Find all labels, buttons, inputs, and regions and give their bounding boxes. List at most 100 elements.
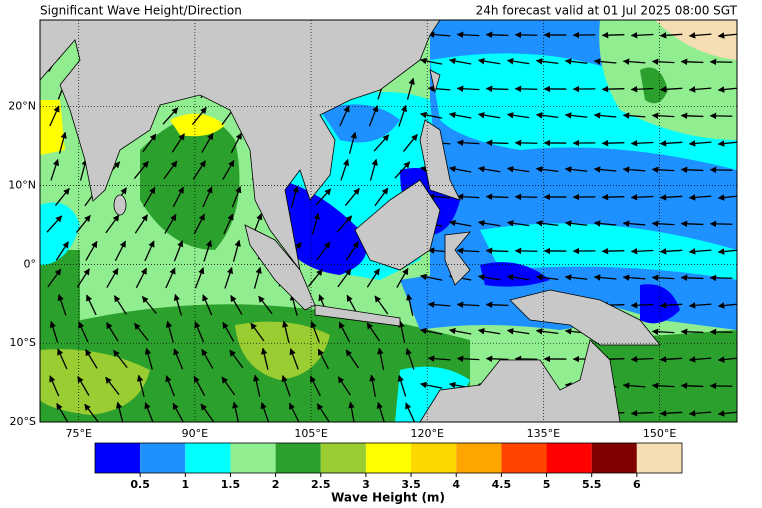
direction-arrow [134,322,149,342]
direction-arrow [194,267,205,289]
direction-arrow [622,382,646,389]
direction-arrow [394,161,411,179]
direction-arrow [397,374,407,397]
direction-arrow [250,322,265,342]
direction-arrow [688,248,712,255]
direction-arrow [144,240,155,262]
direction-arrow [135,267,147,289]
direction-arrow [57,348,68,370]
direction-arrow [659,302,683,309]
direction-arrow [659,248,683,255]
direction-arrow [307,268,323,287]
direction-arrow [136,374,145,397]
direction-arrow [535,112,559,119]
direction-arrow [75,214,91,233]
direction-arrow [224,266,234,289]
direction-arrow [340,158,350,181]
colorbar-tick-label: 1 [181,478,189,491]
direction-arrow [688,302,712,309]
direction-arrow [86,294,97,316]
colorbar-swatch [636,443,682,473]
lat-label: 20°N [8,100,36,113]
colorbar-swatch [411,443,457,473]
direction-arrow [50,158,60,181]
direction-arrow [316,403,330,422]
direction-arrow [630,139,654,147]
direction-arrow [315,188,332,206]
direction-arrow [376,401,385,422]
colorbar-tick-label: 4.5 [492,478,512,491]
direction-arrow [630,193,654,201]
wave-zone [320,104,400,143]
colorbar-swatch [546,443,592,473]
direction-arrow [680,58,704,66]
colorbar: 0.5 1 1.5 2 2.5 3 3.5 4 4.5 5 5.5 6 [94,442,683,491]
direction-arrow [366,322,381,342]
land-australia [419,339,621,422]
direction-arrow [622,58,646,65]
direction-arrow [506,112,530,119]
direction-arrow [622,274,646,281]
direction-arrow [535,166,559,173]
wave-zone [480,262,550,287]
direction-arrow [419,273,443,281]
direction-arrow [630,31,654,39]
wave-zone [40,202,80,265]
direction-arrow [201,132,214,153]
direction-arrow [630,355,654,363]
direction-arrow [485,247,509,255]
direction-arrow [477,165,501,173]
direction-arrow [55,241,69,261]
direction-arrow [348,131,357,154]
colorbar-tick-label: 5.5 [582,478,602,491]
direction-arrow [398,320,406,343]
direction-arrow [506,220,530,227]
direction-arrow [535,58,559,65]
direction-arrow [222,321,235,342]
wave-zone [235,321,330,380]
direction-arrow [419,327,443,335]
colorbar-swatch [591,443,637,473]
direction-arrow [405,402,416,422]
title: Significant Wave Height/Direction [40,4,242,18]
direction-arrow [659,410,683,417]
colorbar-tick-label: 2.5 [311,478,331,491]
direction-arrow [651,382,675,389]
direction-arrow [427,31,451,38]
direction-arrow [709,220,733,228]
direction-arrow [688,356,712,363]
direction-arrow [535,220,559,227]
wave-zone [40,349,150,415]
direction-arrow [76,268,90,288]
direction-arrow [477,111,501,119]
direction-arrow [506,58,530,65]
direction-arrow [427,301,451,308]
direction-arrow [377,347,385,370]
direction-arrow [317,348,330,370]
direction-arrow [564,58,588,65]
direction-arrow [535,274,559,281]
direction-arrow [396,267,409,288]
direction-arrow [106,267,119,288]
direction-arrow [506,328,530,335]
colorbar-swatch [185,443,231,473]
direction-arrow [688,32,712,39]
direction-arrow [630,247,654,255]
direction-arrow [171,133,185,153]
direction-arrow [113,349,128,369]
direction-arrow [49,320,59,343]
direction-arrow [253,266,262,289]
direction-arrow [231,186,242,208]
direction-arrow [203,239,213,262]
direction-arrow [659,140,683,147]
direction-arrow [373,134,390,152]
direction-arrow [419,57,443,65]
direction-arrow [173,240,184,262]
direction-arrow [173,293,183,316]
wave-zone [640,67,668,104]
direction-arrow [165,267,176,289]
colorbar-tick-label: 6 [633,478,641,491]
direction-arrow [232,401,240,422]
direction-arrow [709,382,733,390]
wave-zone [40,100,65,155]
